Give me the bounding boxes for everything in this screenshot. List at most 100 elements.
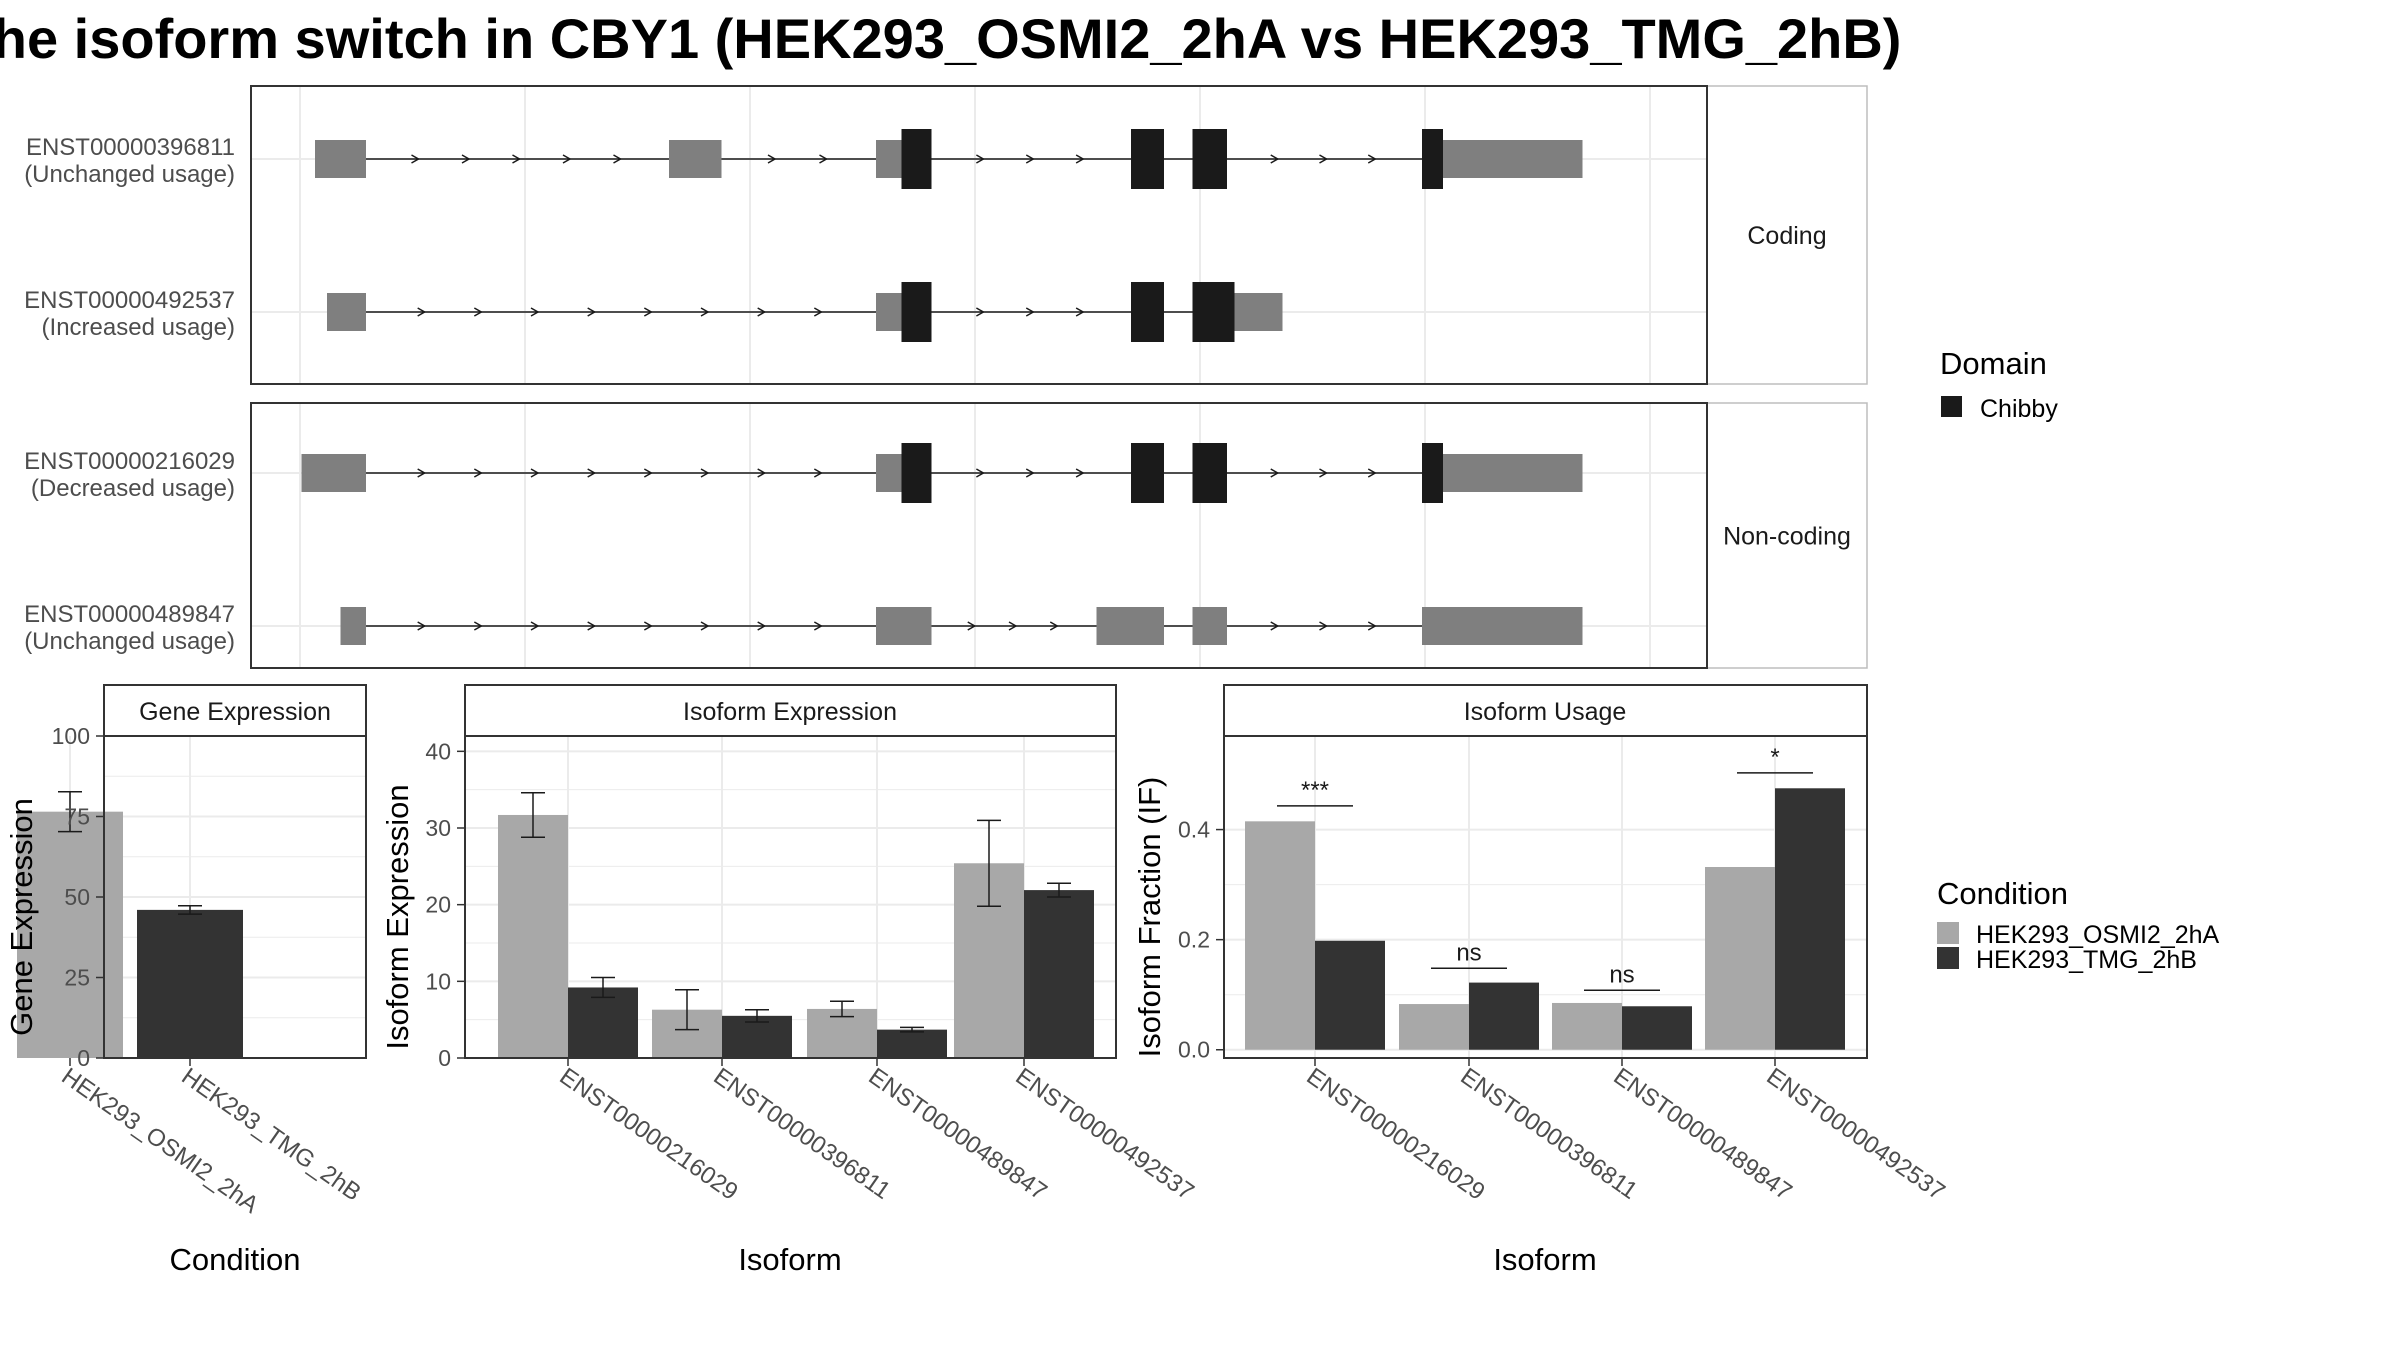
facet-strip: [1706, 402, 1868, 669]
intron-arrow: [1075, 468, 1085, 478]
panel-strip: [1223, 684, 1868, 737]
intron-arrow: [1049, 621, 1059, 631]
transcript-usage-label: (Increased usage): [42, 314, 235, 341]
intron-arrow: [1025, 307, 1035, 317]
intron-arrow: [1075, 307, 1085, 317]
y-tick-label: 0.4: [1178, 817, 1210, 843]
intron-arrow: [1270, 468, 1280, 478]
transcript-id-label: ENST00000216029: [24, 448, 235, 475]
transcript-ENST00000489847: ENST00000489847(Unchanged usage): [24, 601, 1583, 655]
exon: [1462, 454, 1583, 492]
intron-arrow: [417, 621, 427, 631]
exon: [876, 293, 896, 331]
transcript-usage-label: (Decreased usage): [31, 475, 235, 502]
intron-arrow: [967, 621, 977, 631]
exon: [301, 454, 366, 492]
intron-arrow: [1319, 468, 1329, 478]
bar-ENST00000216029-b: [568, 987, 638, 1058]
y-tick-label: 100: [52, 723, 90, 749]
transcript-id-label: ENST00000492537: [24, 287, 235, 314]
bar-ENST00000216029-a: [498, 814, 568, 1058]
domain-legend-key-chibby: [1941, 396, 1962, 417]
bar-HEK293_TMG_2hB-b: [137, 909, 243, 1058]
bar-HEK293_OSMI2_2hA-a: [17, 811, 123, 1058]
intron-arrow: [757, 468, 767, 478]
y-tick-label: 50: [64, 884, 90, 910]
bar-ENST00000489847-b: [877, 1029, 947, 1058]
condition-legend-key-a: [1937, 922, 1959, 944]
intron-arrow: [512, 154, 522, 164]
intron-arrow: [976, 468, 985, 478]
exon: [1443, 140, 1463, 178]
intron-arrow: [562, 154, 572, 164]
panel-strip: [103, 684, 367, 737]
intron-arrow: [813, 307, 823, 317]
bar-ENST00000492537-a: [1705, 867, 1775, 1050]
legends: Domain Chibby Condition HEK293_OSMI2_2hA…: [1937, 346, 2220, 974]
isoform-expression-panel: ENST00000216029ENST00000396811ENST000004…: [380, 684, 1199, 1277]
y-axis-title: Isoform Fraction (IF): [1132, 777, 1167, 1058]
intron-arrow: [473, 307, 483, 317]
y-tick-label: 0: [77, 1045, 90, 1071]
exon: [895, 293, 902, 331]
intron-arrow: [473, 621, 483, 631]
exon: [876, 454, 896, 492]
intron-arrow: [417, 468, 427, 478]
exon-domain-chibby: [901, 129, 932, 189]
y-tick-label: 75: [64, 804, 90, 830]
bar-panels: HEK293_OSMI2_2hAHEK293_TMG_2hB0255075100…: [4, 684, 1950, 1277]
intron-arrow: [767, 154, 777, 164]
panel-strip: [464, 684, 1117, 737]
intron-arrow: [643, 307, 653, 317]
exon: [876, 607, 932, 645]
significance-label: ***: [1301, 777, 1329, 804]
exon: [1443, 454, 1463, 492]
transcript-id-label: ENST00000489847: [24, 601, 235, 628]
exon-domain-chibby: [1192, 282, 1235, 342]
intron-arrow: [819, 154, 829, 164]
x-tick-label: HEK293_OSMI2_2hA: [57, 1063, 264, 1219]
intron-arrow: [1367, 468, 1377, 478]
panel-title: Isoform Expression: [683, 698, 897, 726]
y-tick-label: 30: [425, 815, 451, 841]
transcript-usage-label: (Unchanged usage): [24, 628, 235, 655]
intron-arrow: [1270, 621, 1280, 631]
intron-arrow: [813, 468, 823, 478]
y-tick-label: 25: [64, 965, 90, 991]
transcript-id-label: ENST00000396811: [26, 134, 235, 161]
y-tick-label: 20: [425, 892, 451, 918]
intron-arrow: [1075, 154, 1085, 164]
intron-arrow: [643, 621, 653, 631]
figure-title: The isoform switch in CBY1 (HEK293_OSMI2…: [0, 7, 1901, 70]
y-tick-label: 40: [425, 738, 451, 764]
exon: [1422, 607, 1583, 645]
exon: [340, 607, 366, 645]
intron-arrow: [700, 307, 710, 317]
intron-arrow: [530, 468, 540, 478]
exon: [1234, 293, 1260, 331]
bar-ENST00000396811-a: [1399, 1004, 1469, 1050]
exon: [876, 140, 902, 178]
intron-arrow: [976, 307, 985, 317]
bar-ENST00000492537-b: [1024, 890, 1094, 1058]
bar-ENST00000489847-b: [1622, 1006, 1692, 1050]
exon-domain-chibby: [901, 443, 932, 503]
transcript-usage-label: (Unchanged usage): [24, 161, 235, 188]
intron-arrow: [587, 468, 597, 478]
condition-legend-title: Condition: [1937, 876, 2068, 911]
isoform-usage-panel: ENST00000216029ENST00000396811ENST000004…: [1132, 684, 1950, 1277]
condition-legend-label-a: HEK293_OSMI2_2hA: [1976, 921, 2220, 949]
facet-border: [250, 85, 1708, 385]
y-axis-title: Gene Expression: [4, 798, 39, 1036]
intron-arrow: [700, 621, 710, 631]
y-axis-title: Isoform Expression: [380, 784, 415, 1049]
transcript-ENST00000396811: ENST00000396811(Unchanged usage): [24, 129, 1583, 189]
exon: [327, 293, 366, 331]
intron-arrow: [1367, 154, 1377, 164]
intron-arrow: [530, 621, 540, 631]
y-tick-label: 0.2: [1178, 927, 1210, 953]
x-axis-title: Condition: [170, 1242, 301, 1277]
intron-arrow: [417, 307, 427, 317]
